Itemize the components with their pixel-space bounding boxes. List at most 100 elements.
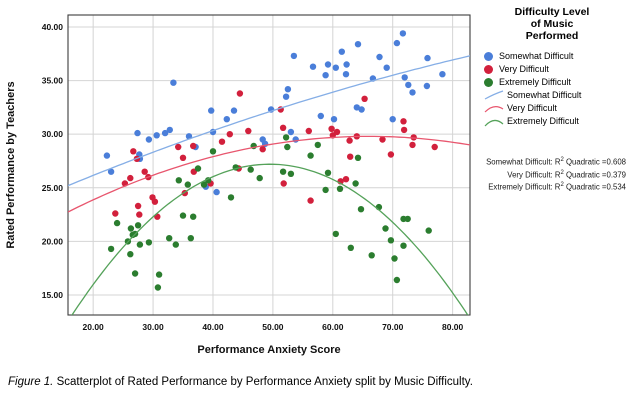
- data-point: [431, 143, 438, 151]
- data-point: [230, 107, 238, 114]
- y-tick-label: 40.00: [42, 22, 64, 32]
- data-point: [179, 154, 187, 161]
- data-point: [322, 72, 329, 79]
- data-point: [368, 252, 375, 259]
- legend-item-label: Extremely Difficult: [507, 116, 579, 126]
- data-point: [361, 95, 368, 103]
- data-point: [404, 215, 411, 223]
- data-point: [387, 237, 395, 244]
- data-point: [400, 126, 408, 134]
- data-point: [151, 198, 159, 205]
- legend-item-label: Extremely Difficult: [499, 77, 571, 87]
- scatter-chart: 20.00 30.00 40.00 50.00 60.00 70.00 80.00 15.00…: [5, 6, 626, 356]
- data-point: [409, 89, 416, 96]
- data-point: [154, 284, 162, 291]
- data-point: [383, 64, 390, 71]
- data-point: [175, 143, 182, 151]
- data-point: [236, 90, 244, 97]
- data-point: [245, 127, 252, 135]
- legend-item: Extremely Difficult: [484, 115, 626, 127]
- data-point: [287, 128, 295, 136]
- y-tick-label: 20.00: [42, 236, 64, 246]
- legend-item: Somewhat Difficult: [484, 50, 626, 62]
- data-point: [141, 168, 148, 175]
- data-point: [353, 104, 360, 111]
- legend-title: Difficulty Level of Music Performed: [478, 6, 626, 42]
- y-tick-label: 30.00: [42, 129, 64, 139]
- data-point: [387, 151, 395, 158]
- y-tick-label: 25.00: [42, 183, 64, 193]
- legend-item-label: Somewhat Difficult: [507, 90, 582, 100]
- data-point: [305, 127, 312, 135]
- data-point: [223, 116, 230, 123]
- x-tick-label: 30.00: [142, 322, 164, 332]
- y-tick-label: 15.00: [42, 290, 64, 300]
- legend-item-label: Somewhat Difficult: [499, 51, 574, 61]
- blue-curve-icon: [484, 89, 504, 100]
- data-point: [113, 219, 121, 227]
- data-point: [209, 148, 217, 155]
- data-point: [200, 181, 208, 188]
- data-point: [259, 146, 266, 153]
- figure-caption: Figure 1. Scatterplot of Rated Performan…: [8, 376, 473, 388]
- legend-title-line: Difficulty Level: [514, 6, 590, 18]
- data-point: [282, 93, 290, 100]
- data-point: [218, 138, 226, 145]
- data-point: [338, 48, 345, 55]
- legend-item: Very Difficult: [484, 63, 626, 75]
- data-point: [166, 235, 173, 242]
- data-point: [354, 41, 362, 48]
- data-point: [282, 134, 290, 141]
- red-curve-icon: [484, 105, 504, 112]
- data-point: [166, 126, 173, 134]
- data-point: [347, 153, 354, 160]
- data-point: [322, 186, 329, 194]
- data-point: [287, 170, 295, 177]
- data-point: [107, 168, 115, 175]
- data-point: [389, 116, 396, 123]
- data-point: [400, 118, 407, 125]
- legend-item-label: Very Difficult: [507, 103, 557, 113]
- data-point: [333, 128, 341, 136]
- data-point: [343, 61, 350, 68]
- data-point: [307, 152, 314, 159]
- data-point: [190, 142, 197, 150]
- legend-title-line: Performed: [525, 30, 579, 42]
- data-point: [307, 197, 314, 204]
- data-point: [208, 107, 215, 114]
- data-point: [145, 239, 153, 246]
- red-dot-icon: [484, 64, 493, 74]
- data-point: [423, 82, 431, 90]
- data-point: [112, 210, 119, 217]
- data-point: [175, 177, 182, 184]
- r2-annotations: Somewhat Difficult: R2 Quadratic =0.608 …: [406, 155, 626, 193]
- data-point: [213, 188, 220, 196]
- data-point: [136, 211, 143, 218]
- data-point: [190, 213, 197, 220]
- data-point: [393, 276, 401, 284]
- data-point: [342, 176, 350, 183]
- plot-frame: [67, 14, 471, 316]
- data-point: [247, 166, 254, 173]
- x-tick-label: 40.00: [202, 322, 224, 332]
- data-point: [324, 169, 332, 176]
- legend-title-line: of Music: [530, 18, 574, 30]
- data-point: [134, 202, 142, 210]
- data-point: [324, 61, 332, 68]
- x-tick-label: 50.00: [262, 322, 284, 332]
- r2-annotation-line: Extremely Difficult: R2 Quadratic =0.534: [488, 182, 626, 192]
- data-point: [127, 251, 134, 258]
- data-point: [332, 230, 339, 238]
- fit-curve-extremely-difficult: [71, 163, 469, 315]
- data-point: [127, 174, 134, 182]
- legend-item: Somewhat Difficult: [484, 89, 626, 101]
- data-point: [179, 212, 187, 219]
- data-point: [347, 244, 354, 251]
- r2-annotation-line: Very Difficult: R2 Quadratic =0.379: [507, 169, 626, 180]
- data-point: [330, 116, 338, 123]
- legend-item: Very Difficult: [484, 102, 626, 114]
- caption-text: Scatterplot of Rated Performance by Perf…: [53, 376, 473, 388]
- data-point: [409, 141, 416, 149]
- data-point: [309, 63, 317, 70]
